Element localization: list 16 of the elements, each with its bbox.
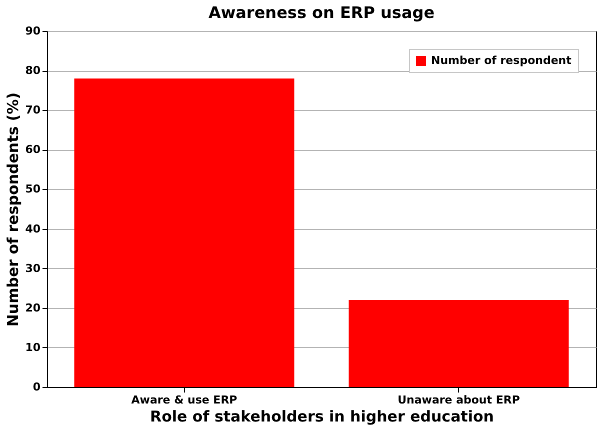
x-tick-label: Aware & use ERP — [131, 394, 238, 406]
y-tick-label: 20 — [25, 301, 41, 314]
y-tick-label: 0 — [32, 380, 41, 394]
y-tick-label: 50 — [25, 182, 41, 196]
y-tick-label: 80 — [25, 64, 41, 78]
x-axis-title: Role of stakeholders in higher education — [150, 408, 494, 426]
legend-label: Number of respondent — [431, 54, 572, 67]
y-tick-label: 30 — [25, 262, 41, 275]
y-tick-label: 10 — [25, 340, 41, 354]
y-tick-label: 90 — [25, 24, 41, 38]
chart-title: Awareness on ERP usage — [208, 3, 435, 22]
y-tick-label: 70 — [25, 104, 41, 117]
y-tick-label: 60 — [25, 143, 41, 156]
y-axis-title: Number of respondents (%) — [4, 92, 22, 327]
y-tick-label: 40 — [25, 222, 41, 236]
x-tick-label: Unaware about ERP — [398, 394, 520, 406]
